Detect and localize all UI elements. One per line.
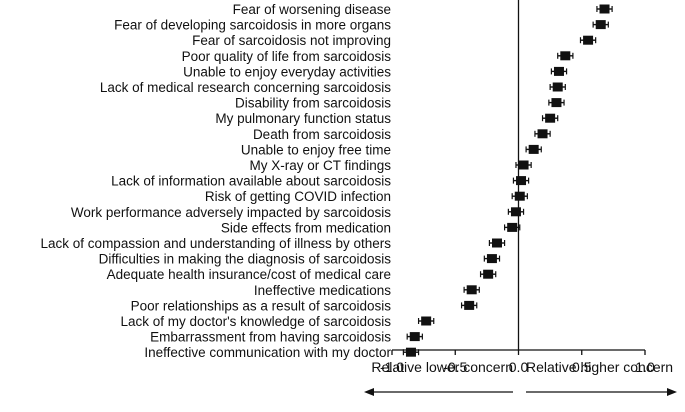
category-label: Disability from sarcoidosis: [235, 96, 391, 111]
x-tick-label: 0.5: [572, 359, 592, 375]
point-estimate: [518, 160, 529, 170]
point-estimate: [483, 269, 494, 279]
point-estimate: [466, 285, 477, 295]
category-label: Risk of getting COVID infection: [205, 189, 391, 204]
category-label: Fear of sarcoidosis not improving: [192, 33, 391, 48]
category-label: Ineffective communication with my doctor: [144, 345, 391, 360]
category-label: Fear of worsening disease: [233, 2, 391, 17]
point-estimate: [510, 207, 521, 217]
category-label: Unable to enjoy everyday activities: [183, 64, 391, 79]
category-label: Work performance adversely impacted by s…: [71, 205, 391, 220]
category-label: Lack of information available about sarc…: [111, 174, 391, 189]
point-estimate: [528, 144, 539, 154]
category-label: Lack of compassion and understanding of …: [41, 236, 392, 251]
concern-annotations: Relative lower concern Relative higher c…: [364, 359, 677, 396]
category-label: Poor relationships as a result of sarcoi…: [131, 298, 392, 313]
category-label: Lack of medical research concerning sarc…: [100, 80, 391, 95]
category-label: Embarrassment from having sarcoidosis: [150, 330, 391, 345]
point-estimate: [537, 129, 548, 139]
category-label: Side effects from medication: [221, 220, 391, 235]
point-estimate: [599, 4, 610, 14]
point-estimate: [553, 66, 564, 76]
axes: -1.0 -0.5 0.0 0.5 1.0: [380, 0, 655, 375]
point-estimate: [560, 51, 571, 61]
category-label: Unable to enjoy free time: [241, 142, 391, 157]
data-marks: [402, 4, 613, 357]
category-label: Difficulties in making the diagnosis of …: [99, 252, 392, 267]
point-estimate: [551, 98, 562, 108]
point-estimate: [464, 300, 475, 310]
x-tick-label: -0.5: [443, 359, 467, 375]
point-estimate: [421, 316, 432, 326]
point-estimate: [552, 82, 563, 92]
lower-concern-arrowhead: [364, 388, 374, 396]
point-estimate: [491, 238, 502, 248]
point-estimate: [507, 222, 518, 232]
category-label: My X-ray or CT findings: [249, 158, 391, 173]
category-label: Poor quality of life from sarcoidosis: [182, 49, 392, 64]
x-tick-label: 0.0: [509, 359, 529, 375]
higher-concern-label: Relative higher concern: [526, 359, 673, 375]
category-label: Adequate health insurance/cost of medica…: [107, 267, 391, 282]
category-label: Ineffective medications: [254, 283, 391, 298]
x-tick-label: -1.0: [380, 359, 404, 375]
category-label: Lack of my doctor's knowledge of sarcoid…: [121, 314, 392, 329]
point-estimate: [595, 20, 606, 30]
category-label: Fear of developing sarcoidosis in more o…: [114, 18, 391, 33]
point-estimate: [486, 254, 497, 264]
point-estimate: [583, 35, 594, 45]
higher-concern-arrowhead: [667, 388, 677, 396]
point-estimate: [545, 113, 556, 123]
point-estimate: [516, 176, 527, 186]
point-estimate: [405, 347, 416, 357]
category-label: My pulmonary function status: [215, 111, 391, 126]
point-estimate: [409, 332, 420, 342]
category-label: Death from sarcoidosis: [253, 127, 391, 142]
lower-concern-label: Relative lower concern: [371, 359, 513, 375]
x-tick-label: 1.0: [635, 359, 655, 375]
point-estimate: [514, 191, 525, 201]
